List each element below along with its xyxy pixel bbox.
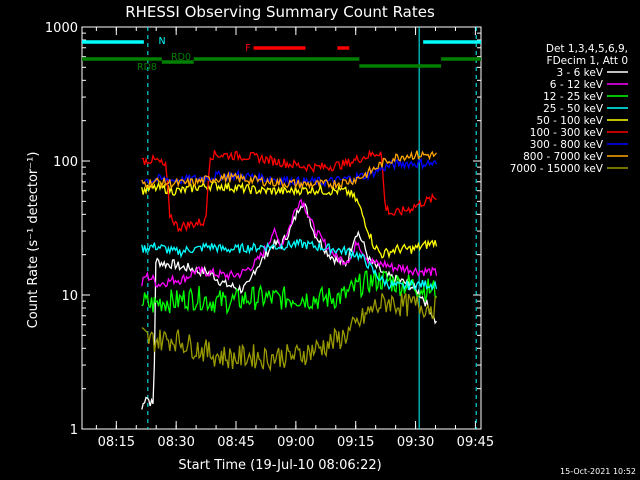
legend-label: 800 - 7000 keV <box>523 151 604 163</box>
legend-label: 7000 - 15000 keV <box>510 163 604 175</box>
legend-label: 3 - 6 keV <box>556 67 603 79</box>
x-tick-label: 08:30 <box>157 435 194 450</box>
y-tick-label: 1000 <box>45 21 78 36</box>
series-line <box>141 270 438 316</box>
series-line <box>141 198 438 288</box>
x-axis-label: Start Time (19-Jul-10 08:06:22) <box>178 458 381 473</box>
flag-bar-label: RD8 <box>137 62 157 73</box>
legend-header: FDecim 1, Att 0 <box>547 55 628 67</box>
plot-frame <box>81 26 482 430</box>
x-tick-label: 08:45 <box>217 435 254 450</box>
x-tick-label: 09:30 <box>397 435 434 450</box>
flag-bar-label: N <box>158 36 165 47</box>
legend-label: 6 - 12 keV <box>550 79 604 91</box>
series-line <box>141 293 438 372</box>
x-tick-label: 09:15 <box>337 435 374 450</box>
y-tick-label: 100 <box>53 155 78 170</box>
flag-bar-label: RD0 <box>171 52 191 63</box>
series-line <box>141 149 437 233</box>
legend-label: 12 - 25 keV <box>543 91 604 103</box>
legend-header: Det 1,3,4,5,6,9, <box>546 43 628 55</box>
x-tick-label: 09:00 <box>277 435 314 450</box>
series-line <box>141 203 438 410</box>
y-axis-label: Count Rate (s⁻¹ detector⁻¹) <box>26 152 41 329</box>
flag-bar-label: F <box>245 43 250 54</box>
timestamp: 15-Oct-2021 10:52 <box>560 467 636 476</box>
legend-label: 50 - 100 keV <box>536 115 603 127</box>
series-line <box>141 238 438 291</box>
plot-area: 1 10 100 1000 08:15 08:30 08:45 09:00 09:15 09:30… <box>45 21 494 450</box>
y-tick-label: 10 <box>61 289 78 304</box>
chart-title: RHESSI Observing Summary Count Rates <box>125 3 435 21</box>
legend-label: 25 - 50 keV <box>543 103 604 115</box>
x-tick-label: 09:45 <box>457 435 494 450</box>
x-tick-label: 08:15 <box>98 435 135 450</box>
series-line <box>141 150 438 190</box>
legend-label: 300 - 800 keV <box>530 139 604 151</box>
y-tick-label: 1 <box>70 423 78 438</box>
legend-label: 100 - 300 keV <box>530 127 604 139</box>
series-line <box>141 180 438 260</box>
